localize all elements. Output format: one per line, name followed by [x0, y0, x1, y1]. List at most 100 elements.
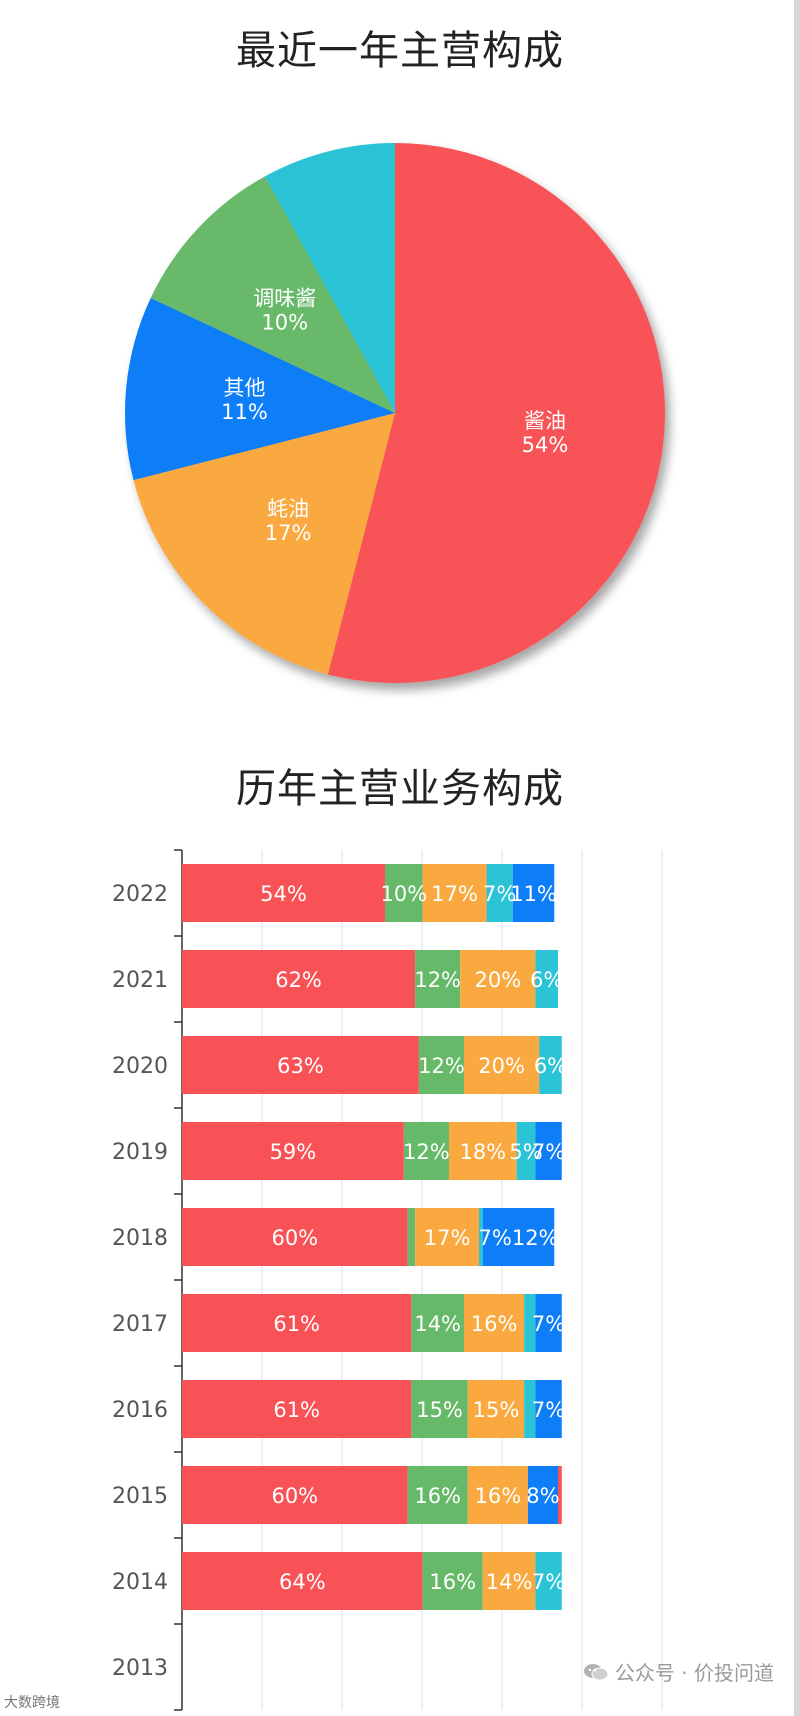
pie-slice-label: 蚝油	[267, 497, 309, 521]
bar-segment	[182, 1122, 404, 1180]
bar-segment	[182, 950, 416, 1008]
bar-segment	[535, 1122, 562, 1180]
bar-value-label: 6%	[534, 1054, 567, 1078]
bar-value-label: 20%	[474, 968, 521, 992]
bar-segment	[422, 1552, 483, 1610]
bar-segment	[448, 1122, 517, 1180]
bar-value-label: 20%	[478, 1054, 525, 1078]
bar-segment	[464, 1036, 540, 1094]
category-tick-label: 2021	[112, 968, 168, 993]
bar-value-label: 62%	[275, 968, 322, 992]
pie-slice-label: 其他	[223, 376, 265, 400]
pie-slice-value-label: 54%	[522, 433, 569, 457]
bar-value-label: 6%	[530, 968, 563, 992]
bar-segment	[415, 1208, 480, 1266]
bar-segment	[527, 1466, 558, 1524]
bar-segment	[182, 1466, 408, 1524]
pie-slice-2	[124, 298, 395, 481]
bar-segment	[486, 864, 513, 922]
bar-segment	[407, 1208, 416, 1266]
bar-value-label: 16%	[429, 1570, 476, 1594]
bar-value-label: 10%	[380, 882, 427, 906]
bar-segment	[535, 1294, 562, 1352]
bar-value-label: 15%	[473, 1398, 520, 1422]
pie-slice-0	[327, 143, 665, 683]
bar-segment	[182, 864, 386, 922]
pie-slice-label: 调味酱	[253, 286, 316, 310]
bar-segment	[407, 1466, 468, 1524]
page-edge	[794, 0, 800, 1716]
bar-value-label: 17%	[424, 1226, 471, 1250]
bar-segment	[479, 1208, 483, 1266]
bar-value-label: 15%	[416, 1398, 463, 1422]
bar-value-label: 7%	[532, 1140, 565, 1164]
bar-segment	[415, 950, 461, 1008]
watermark: 公众号 · 价投问道	[583, 1657, 774, 1686]
bar-segment	[524, 1294, 536, 1352]
category-tick-label: 2019	[112, 1140, 168, 1165]
bar-value-label: 7%	[483, 882, 516, 906]
bar-segment	[418, 1036, 464, 1094]
bar-value-label: 7%12%	[479, 1226, 559, 1250]
bar-segment	[516, 1122, 536, 1180]
bar-value-label: 18%	[459, 1140, 506, 1164]
bar-value-label: 16%	[414, 1484, 461, 1508]
stacked-bar-chart: 54% 10% 17% 7%11%62% 12% 20% 6%63% 12% 20% 6%59% 1…	[112, 849, 663, 1711]
bar-value-label: 14%	[486, 1570, 533, 1594]
bar-segment	[182, 1036, 419, 1094]
pie-slice-3	[150, 176, 395, 413]
bar-value-label: 11%	[510, 882, 557, 906]
bar-value-label: 7%	[532, 1570, 565, 1594]
bar-segment	[403, 1122, 449, 1180]
pie-chart-title: 最近一年主营构成	[236, 28, 564, 74]
wechat-icon	[583, 1662, 609, 1682]
bar-value-label: 16%	[474, 1484, 521, 1508]
bar-segment	[182, 1552, 423, 1610]
category-tick-label: 2016	[112, 1398, 168, 1423]
bar-value-label: 61%	[273, 1312, 320, 1336]
bar-segment	[482, 1208, 555, 1266]
bar-value-label: 14%	[414, 1312, 461, 1336]
pie-slice-value-label: 11%	[221, 400, 268, 424]
bar-segment	[535, 1380, 562, 1438]
bar-chart-title: 历年主营业务构成	[236, 766, 564, 812]
bar-segment	[411, 1380, 468, 1438]
bar-value-label: 7%	[532, 1312, 565, 1336]
category-tick-label: 2022	[112, 882, 168, 907]
bar-segment	[467, 1380, 525, 1438]
bar-segment	[535, 950, 558, 1008]
category-tick-label: 2014	[112, 1570, 168, 1595]
category-tick-label: 2013	[112, 1656, 168, 1681]
bar-segment	[482, 1552, 536, 1610]
bar-value-label: 7%	[532, 1398, 565, 1422]
watermark-text: 公众号 · 价投问道	[614, 1661, 774, 1685]
pie-slice-value-label: 17%	[265, 521, 312, 545]
bar-value-label: 64%	[279, 1570, 326, 1594]
category-tick-label: 2017	[112, 1312, 168, 1337]
bar-value-label: 59%	[270, 1140, 317, 1164]
bar-segment	[182, 1294, 412, 1352]
bar-value-label: 8%	[526, 1484, 559, 1508]
bar-segment	[460, 950, 536, 1008]
category-tick-label: 2018	[112, 1226, 168, 1251]
pie-slice-value-label: 10%	[261, 310, 308, 334]
bar-segment	[535, 1552, 562, 1610]
category-tick-label: 2020	[112, 1054, 168, 1079]
bar-segment	[411, 1294, 464, 1352]
bar-value-label: 61%	[273, 1398, 320, 1422]
bar-segment	[467, 1466, 528, 1524]
category-tick-label: 2015	[112, 1484, 168, 1509]
bar-value-label: 60%	[271, 1226, 318, 1250]
bar-segment	[385, 864, 423, 922]
bar-segment	[464, 1294, 525, 1352]
bar-value-label: 54%	[260, 882, 307, 906]
bar-segment	[539, 1036, 562, 1094]
bar-segment	[182, 1380, 412, 1438]
bar-segment	[422, 864, 487, 922]
pie-slice-4	[264, 143, 395, 413]
bar-segment	[558, 1466, 562, 1524]
bar-value-label: 12%	[403, 1140, 450, 1164]
pie-slice-label: 酱油	[524, 409, 566, 433]
bar-value-label: 63%	[277, 1054, 324, 1078]
